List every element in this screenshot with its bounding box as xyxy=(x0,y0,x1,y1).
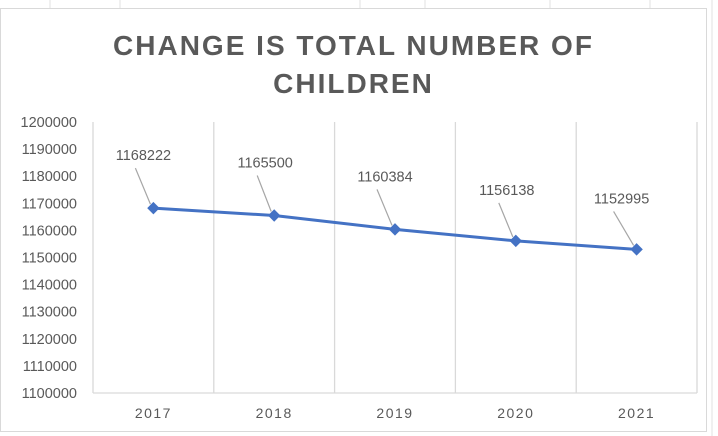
gridlines xyxy=(92,122,698,393)
data-label: 1165500 xyxy=(238,155,293,171)
data-label-leader xyxy=(256,175,272,212)
y-tick-label: 1200000 xyxy=(21,115,77,131)
y-tick-label: 1120000 xyxy=(22,332,77,348)
y-tick-label: 1160000 xyxy=(22,223,77,239)
y-axis-tick-labels: 1200000 1190000 1180000 1170000 1160000 11500… xyxy=(21,115,77,402)
series-markers xyxy=(147,201,643,256)
y-tick-label: 1100000 xyxy=(22,386,77,402)
y-tick-label: 1180000 xyxy=(22,169,77,185)
data-label-leader xyxy=(613,211,635,246)
chart-area[interactable]: CHANGE IS TOTAL NUMBER OF CHILDREN xyxy=(0,8,707,432)
y-tick-label: 1190000 xyxy=(22,142,77,158)
data-point-marker xyxy=(388,223,402,236)
x-tick-label: 2018 xyxy=(256,405,293,421)
data-label: 1152995 xyxy=(594,191,649,207)
data-point-marker xyxy=(630,243,643,256)
chart-title: CHANGE IS TOTAL NUMBER OF CHILDREN xyxy=(1,27,706,103)
y-tick-label: 1110000 xyxy=(23,359,77,375)
x-tick-label: 2019 xyxy=(376,405,413,421)
x-axis-tick-labels: 2017 2018 2019 2020 2021 xyxy=(135,405,655,421)
data-labels: 1168222 1165500 1160384 1156138 1152995 xyxy=(116,148,650,207)
y-tick-label: 1140000 xyxy=(22,278,77,294)
data-point-marker xyxy=(267,209,281,222)
data-label-leader xyxy=(134,167,151,205)
data-point-marker xyxy=(509,234,523,248)
x-tick-label: 2017 xyxy=(135,405,172,421)
y-tick-label: 1170000 xyxy=(22,196,77,212)
y-tick-label: 1150000 xyxy=(22,251,77,267)
data-label-leader-lines xyxy=(134,167,635,246)
data-label: 1156138 xyxy=(479,183,534,199)
data-point-marker xyxy=(147,201,160,215)
y-tick-label: 1130000 xyxy=(22,305,77,321)
data-label: 1168222 xyxy=(116,148,171,164)
x-tick-label: 2020 xyxy=(497,405,534,421)
chart-title-line-2: CHILDREN xyxy=(273,68,434,99)
data-label: 1160384 xyxy=(357,169,412,185)
data-label-leader xyxy=(376,189,393,226)
x-tick-label: 2021 xyxy=(618,405,655,421)
data-label-leader xyxy=(498,202,514,238)
chart-title-line-1: CHANGE IS TOTAL NUMBER OF xyxy=(113,30,594,61)
